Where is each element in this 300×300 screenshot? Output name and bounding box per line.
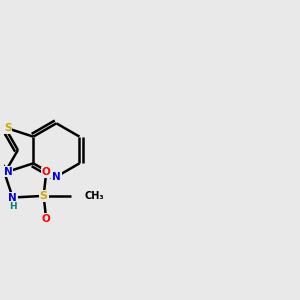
Text: S: S [40, 191, 48, 201]
Text: N: N [8, 193, 17, 202]
Text: S: S [4, 123, 12, 134]
Text: H: H [9, 202, 16, 211]
Text: O: O [42, 167, 51, 178]
Text: N: N [4, 167, 12, 177]
Text: CH₃: CH₃ [84, 191, 104, 201]
Text: O: O [42, 214, 51, 224]
Text: N: N [52, 172, 61, 182]
